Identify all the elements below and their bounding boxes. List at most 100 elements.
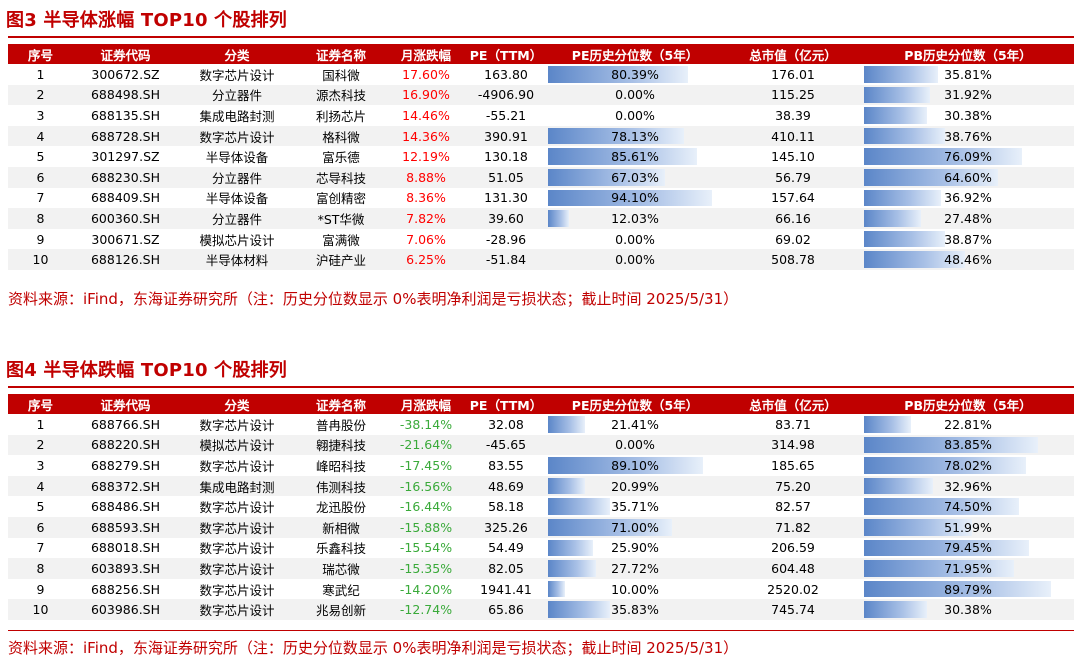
security-name-cell: 乐鑫科技	[315, 541, 366, 557]
row-number-cell: 8	[8, 558, 73, 579]
pe-ttm-cell: 32.08	[488, 416, 524, 432]
column-header: 月涨跌幅	[386, 44, 466, 64]
pb-percentile-cell: 48.46%	[862, 249, 1074, 270]
security-name-cell: 国科微	[322, 67, 360, 83]
percentile-bar	[548, 498, 611, 515]
percentile-bar	[864, 230, 945, 248]
security-code-cell: 688409.SH	[90, 190, 161, 206]
percentile-value: 27.72%	[611, 560, 659, 576]
percentile-value: 51.99%	[944, 519, 992, 535]
pb-percentile-cell: 71.95%	[862, 558, 1074, 579]
percentile-value: 32.96%	[944, 478, 992, 494]
percentile-value: 76.09%	[944, 149, 992, 165]
column-header: PE历史分位数（5年）	[546, 394, 724, 414]
percentile-bar	[864, 457, 1027, 474]
table-row: 7 688409.SH 半导体设备 富创精密 8.36% 131.30 94.10% 157.…	[8, 188, 1074, 209]
monthly-change-cell: 17.60%	[402, 66, 450, 82]
security-code-cell: 688256.SH	[90, 581, 161, 597]
pe-percentile-cell: 67.03%	[546, 166, 724, 188]
percentile-bar	[548, 148, 697, 165]
percentile-bar	[864, 148, 1023, 165]
percentile-bar	[864, 107, 928, 124]
row-number-cell: 9	[36, 231, 45, 247]
category-cell: 数字芯片设计	[199, 417, 275, 433]
percentile-bar	[864, 210, 922, 227]
pe-ttm-cell: 390.91	[466, 125, 546, 147]
security-code-cell: 688766.SH	[90, 416, 161, 432]
percentile-bar	[548, 477, 585, 495]
pe-ttm-cell: 82.05	[466, 558, 546, 579]
percentile-value: 48.46%	[944, 252, 992, 268]
table-row: 7 688018.SH 数字芯片设计 乐鑫科技 -15.54% 54.49 25.90% 20…	[8, 538, 1074, 559]
security-code-cell: 300671.SZ	[91, 231, 160, 247]
pb-percentile-cell: 83.85%	[862, 434, 1074, 456]
monthly-change-cell: -38.14%	[399, 416, 453, 432]
market-cap-cell: 508.78	[724, 249, 862, 270]
monthly-change-cell: -17.45%	[399, 457, 453, 473]
pb-percentile-cell: 74.50%	[862, 496, 1074, 517]
pe-percentile-cell: 85.61%	[546, 146, 724, 167]
market-cap-cell: 176.01	[771, 66, 815, 82]
monthly-change-cell: -12.74%	[386, 599, 466, 620]
pe-percentile-cell: 35.83%	[546, 599, 724, 620]
percentile-bar	[864, 436, 1039, 454]
category-cell: 分立器件	[178, 208, 296, 229]
percentile-value: 89.10%	[611, 457, 659, 473]
pb-percentile-cell: 89.79%	[862, 579, 1074, 600]
monthly-change-cell: -15.35%	[386, 558, 466, 579]
security-name-cell: 普冉股份	[315, 417, 366, 433]
pb-percentile-cell: 38.76%	[862, 125, 1074, 147]
percentile-value: 89.79%	[944, 581, 992, 597]
pe-ttm-cell: -45.65	[466, 434, 546, 456]
figure-4-source: 资料来源：iFind，东海证券研究所（注：历史分位数显示 0%表明净利润是亏损状…	[8, 639, 739, 657]
security-name-cell: 富创精密	[315, 191, 366, 207]
figure-4-table: 序号 证券代码 分类 证券名称 月涨跌幅 PE（TTM） PE历史分位数（5年） 总市值（亿元…	[8, 394, 1074, 620]
percentile-value: 0.00%	[615, 107, 655, 123]
pb-percentile-cell: 22.81%	[862, 414, 1074, 435]
percentile-bar	[548, 416, 586, 433]
security-name-cell: 利扬芯片	[315, 108, 366, 124]
percentile-value: 27.48%	[944, 210, 992, 226]
percentile-value: 35.71%	[611, 499, 659, 515]
percentile-bar	[864, 498, 1019, 515]
security-code-cell: 688593.SH	[73, 516, 178, 538]
pb-percentile-cell: 51.99%	[862, 516, 1074, 538]
monthly-change-cell: 7.06%	[406, 231, 446, 247]
monthly-change-cell: -15.54%	[399, 540, 453, 556]
pe-percentile-cell: 78.13%	[546, 125, 724, 147]
percentile-value: 67.03%	[611, 169, 659, 185]
pe-percentile-cell: 71.00%	[546, 516, 724, 538]
pb-percentile-cell: 38.87%	[862, 229, 1074, 250]
table-row: 3 688135.SH 集成电路封测 利扬芯片 14.46% -55.21 0.00% 38.…	[8, 105, 1074, 126]
percentile-bar	[864, 168, 999, 186]
security-name-cell: 源杰科技	[296, 84, 386, 106]
table-row: 10 603986.SH 数字芯片设计 兆易创新 -12.74% 65.86 35.83% 7…	[8, 599, 1074, 620]
market-cap-cell: 145.10	[771, 149, 815, 165]
pb-percentile-cell: 27.48%	[862, 208, 1074, 229]
table-header-row: 序号 证券代码 分类 证券名称 月涨跌幅 PE（TTM） PE历史分位数（5年） 总市值（亿元…	[8, 394, 1074, 414]
table-row: 4 688728.SH 数字芯片设计 格科微 14.36% 390.91 78.13% 410…	[8, 125, 1074, 147]
pb-percentile-cell: 30.38%	[862, 105, 1074, 126]
row-number-cell: 2	[8, 84, 73, 106]
percentile-value: 38.87%	[944, 231, 992, 247]
market-cap-cell: 83.71	[775, 416, 811, 432]
column-header: 分类	[178, 44, 296, 64]
percentile-bar	[548, 210, 569, 227]
table-row: 1 688766.SH 数字芯片设计 普冉股份 -38.14% 32.08 21.41% 83…	[8, 414, 1074, 435]
category-cell: 集成电路封测	[178, 475, 296, 497]
pe-ttm-cell: 1941.41	[480, 581, 532, 597]
figure-3-table: 序号 证券代码 分类 证券名称 月涨跌幅 PE（TTM） PE历史分位数（5年） 总市值（亿元…	[8, 44, 1074, 270]
pe-percentile-cell: 0.00%	[546, 84, 724, 106]
percentile-value: 36.92%	[944, 190, 992, 206]
row-number-cell: 3	[36, 457, 45, 473]
pe-percentile-cell: 0.00%	[546, 105, 724, 126]
security-code-cell: 688279.SH	[90, 457, 161, 473]
percentile-bar	[548, 457, 704, 474]
pe-ttm-cell: 325.26	[466, 516, 546, 538]
percentile-value: 83.85%	[944, 437, 992, 453]
security-code-cell: 688498.SH	[73, 84, 178, 106]
market-cap-cell: 745.74	[724, 599, 862, 620]
table-row: 3 688279.SH 数字芯片设计 峰昭科技 -17.45% 83.55 89.10% 18…	[8, 455, 1074, 476]
column-header: 证券名称	[296, 44, 386, 64]
pe-ttm-cell: 48.69	[466, 475, 546, 497]
